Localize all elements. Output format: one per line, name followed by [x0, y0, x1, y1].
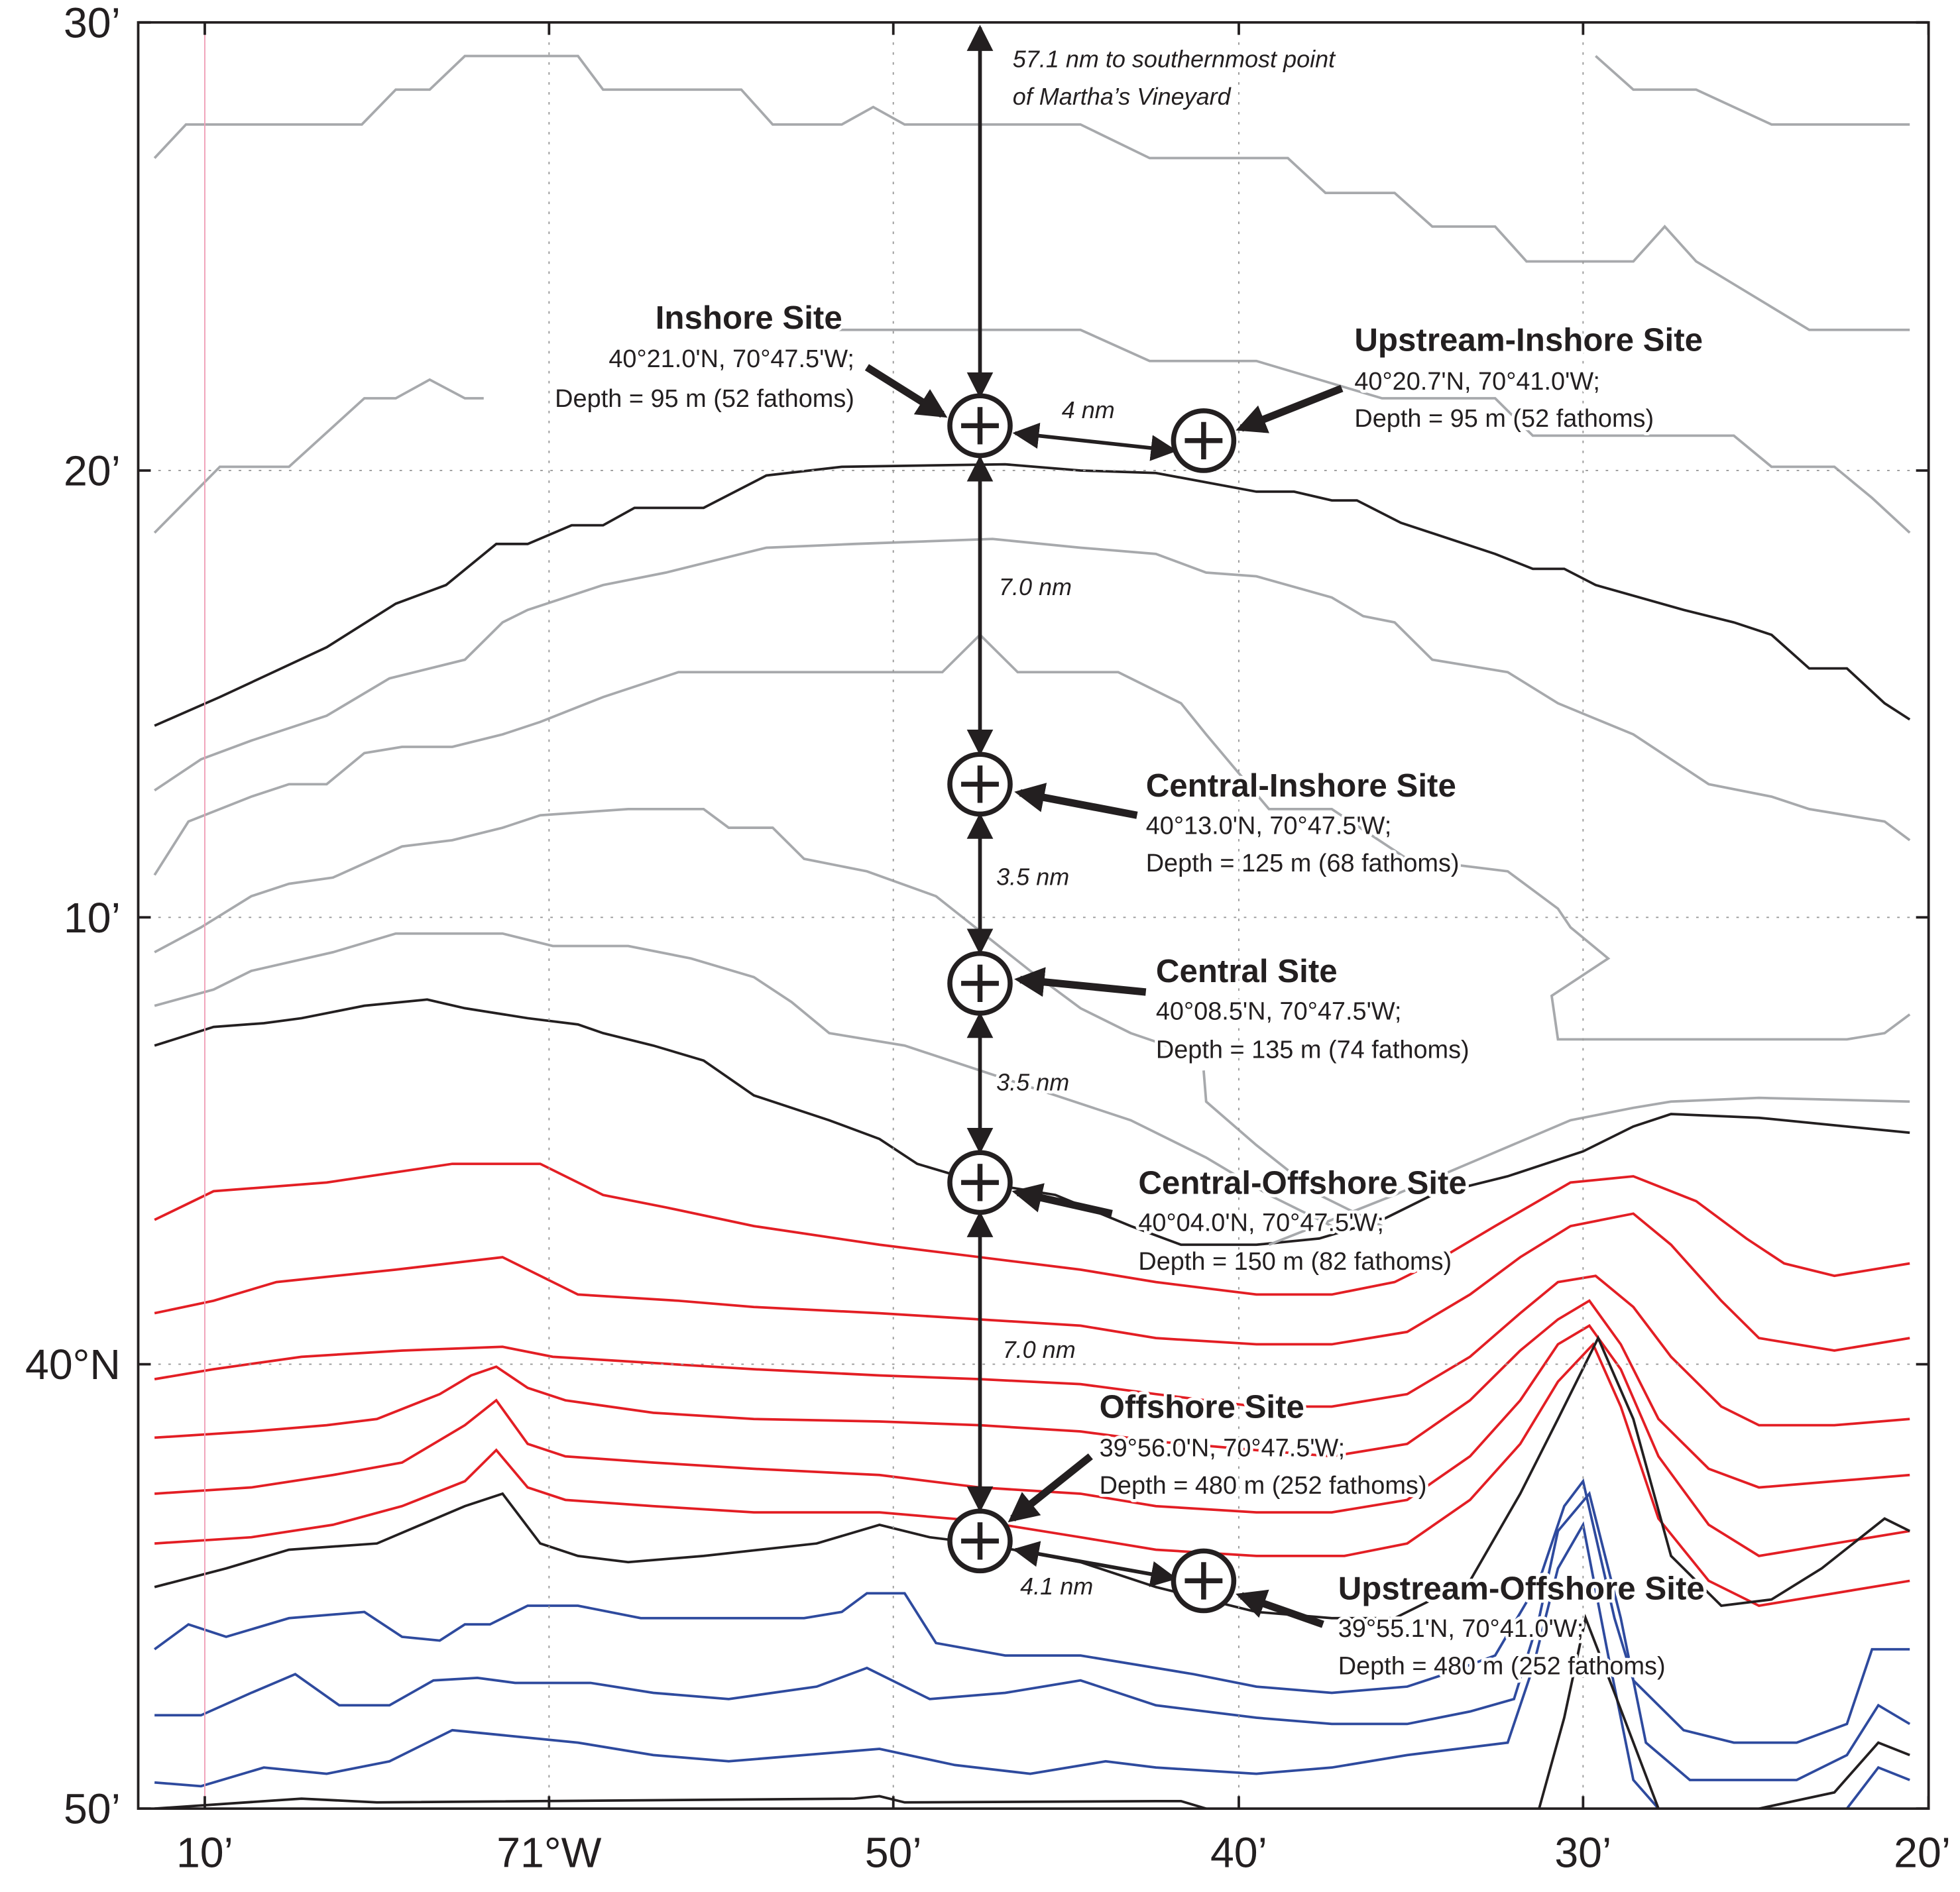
site-name: Central-Inshore Site: [1146, 768, 1456, 804]
contour-line: [154, 463, 1911, 727]
site-pointer: [1236, 384, 1344, 433]
contour-line: [154, 1162, 1910, 1296]
site-name: Offshore Site: [1100, 1390, 1304, 1425]
y-axis-label: 40°N: [25, 1341, 121, 1388]
x-axis-label: 71°W: [496, 1829, 602, 1877]
site-coords: 40°08.5'N, 70°47.5'W;: [1156, 997, 1402, 1025]
y-axis-label: 10’: [64, 894, 121, 942]
y-axis-label: 50’: [64, 1785, 121, 1833]
contour-line: [154, 998, 1910, 1247]
distance-label: 4 nm: [1062, 397, 1115, 423]
x-axis-label: 40’: [1210, 1829, 1267, 1877]
distance-arrow: [1012, 1541, 1178, 1587]
distance-label: 7.0 nm: [1003, 1337, 1076, 1363]
contour-line: [154, 1490, 1911, 1781]
site-coords: 40°04.0'N, 70°47.5'W;: [1138, 1209, 1384, 1237]
contour-line: [1268, 1096, 1910, 1247]
site-name: Inshore Site: [656, 300, 842, 336]
contours: [153, 22, 1911, 1809]
contour-line: [829, 328, 1911, 534]
distance-arrow: [1012, 422, 1178, 461]
site-coords: 39°55.1'N, 70°41.0'W;: [1338, 1614, 1584, 1642]
contour-line: [1202, 1070, 1383, 1227]
site-coords: 39°56.0'N, 70°47.5'W;: [1100, 1434, 1346, 1462]
site-depth: Depth = 480 m (252 fathoms): [1100, 1471, 1427, 1499]
site-name: Central-Offshore Site: [1138, 1165, 1467, 1201]
x-axis-label: 10’: [176, 1829, 233, 1877]
site-depth: Depth = 125 m (68 fathoms): [1146, 849, 1460, 877]
contour-line: [154, 808, 1204, 1060]
contour-line: [154, 1212, 1910, 1352]
site-pointer: [1014, 783, 1138, 819]
contour-line: [1538, 1614, 1660, 1809]
site-name: Central Site: [1156, 954, 1338, 989]
contour-line: [154, 1795, 1207, 1809]
contour-line: [154, 1299, 1910, 1489]
site-name: Upstream-Offshore Site: [1338, 1571, 1705, 1607]
distance-label: 57.1 nm to southernmost point: [1013, 46, 1336, 73]
x-axis-label: 50’: [865, 1829, 922, 1877]
frame: [137, 21, 1930, 1810]
site-pointer: [864, 364, 948, 418]
y-axis-label: 20’: [64, 447, 121, 495]
contour-line: [1845, 1765, 1910, 1809]
site-depth: Depth = 150 m (82 fathoms): [1138, 1247, 1452, 1275]
site-pointer: [1014, 967, 1147, 997]
contour-line: [1595, 55, 1910, 126]
contour-line: [154, 1323, 1910, 1557]
x-axis-label: 20’: [1894, 1829, 1951, 1877]
site-depth: Depth = 95 m (52 fathoms): [555, 384, 854, 412]
site-name: Upstream-Inshore Site: [1354, 323, 1703, 359]
distance-label: of Martha’s Vineyard: [1013, 83, 1232, 110]
site-pointer: [1236, 1589, 1324, 1628]
site-depth: Depth = 95 m (52 fathoms): [1354, 404, 1654, 432]
site-coords: 40°20.7'N, 70°41.0'W;: [1354, 367, 1600, 395]
site-coords: 40°21.0'N, 70°47.5'W;: [608, 345, 854, 372]
contour-line: [153, 633, 1911, 1041]
site-pointer: [1011, 1183, 1113, 1217]
site-pointer: [1008, 1453, 1093, 1523]
contour-line: [154, 1274, 1910, 1427]
distance-label: 3.5 nm: [996, 1070, 1069, 1096]
x-axis-label: 30’: [1554, 1829, 1611, 1877]
contour-line: [154, 932, 1333, 1227]
contour-line: [154, 537, 1911, 842]
distance-label: 4.1 nm: [1020, 1573, 1093, 1600]
contour-line: [1758, 1741, 1910, 1809]
site-coords: 40°13.0'N, 70°47.5'W;: [1146, 812, 1392, 840]
site-depth: Depth = 480 m (252 fathoms): [1338, 1651, 1666, 1679]
distance-label: 7.0 nm: [999, 574, 1072, 600]
arrows: [864, 25, 1344, 1628]
distance-label: 3.5 nm: [996, 864, 1069, 891]
site-depth: Depth = 135 m (74 fathoms): [1156, 1036, 1470, 1064]
contour-line: [154, 1521, 1660, 1809]
contour-line: [153, 378, 484, 534]
y-axis-label: 30’: [64, 0, 121, 46]
labels: 30’ 20’ 10’ 40°N 50’ 10’ 71°W 50’ 40’ 30’ 20’ Insho…: [25, 0, 1951, 1876]
